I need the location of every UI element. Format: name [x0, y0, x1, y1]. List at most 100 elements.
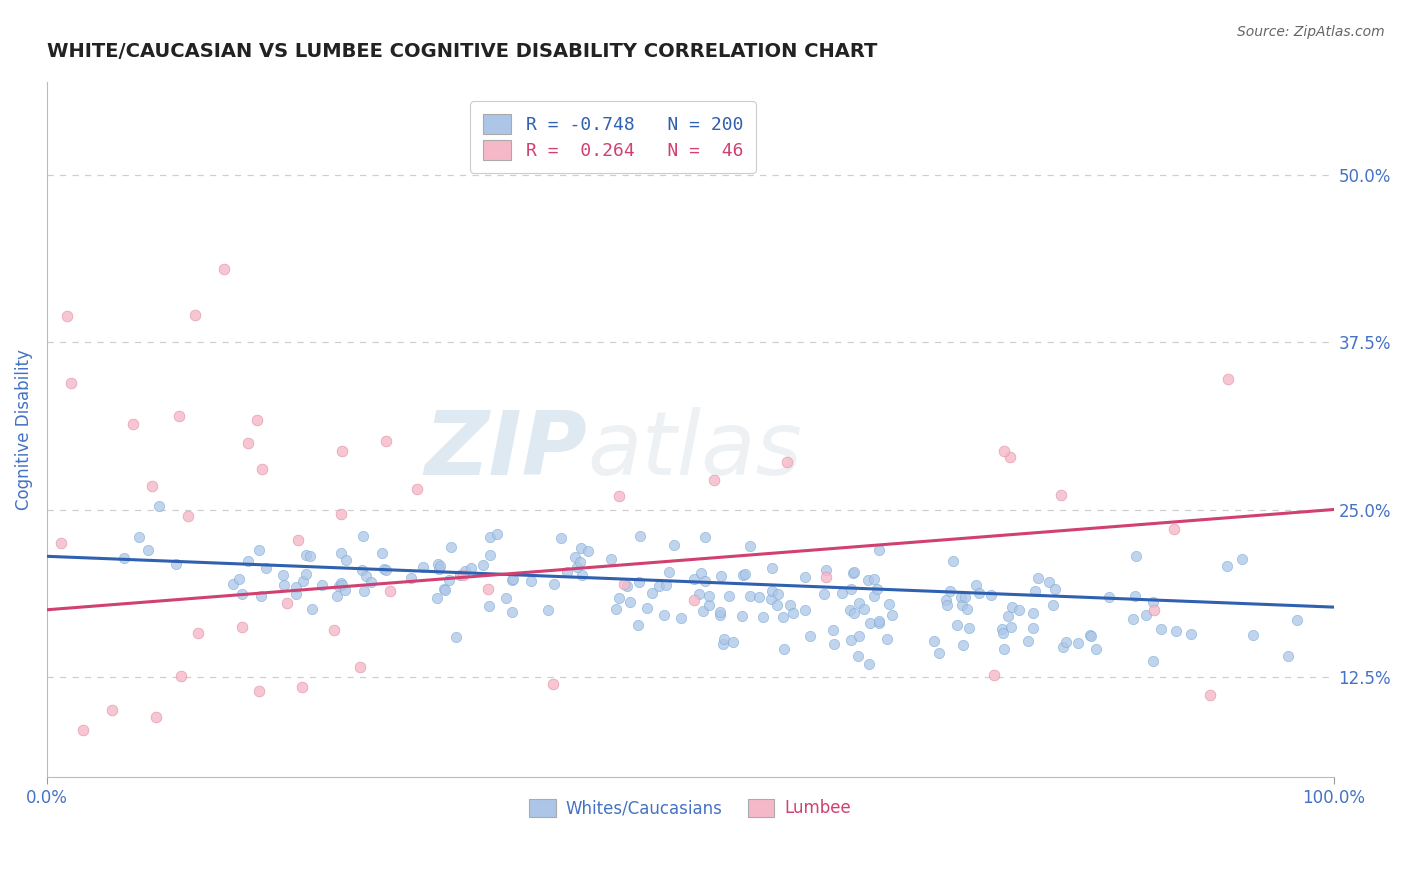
Point	[648, 578, 671, 592]
Point	[565, 559, 588, 574]
Point	[1125, 589, 1147, 603]
Point	[1052, 640, 1074, 654]
Point	[429, 559, 451, 574]
Point	[451, 567, 474, 582]
Point	[1022, 606, 1045, 620]
Point	[550, 531, 572, 545]
Point	[842, 565, 865, 579]
Point	[928, 646, 950, 660]
Point	[520, 574, 543, 588]
Point	[856, 574, 879, 588]
Point	[709, 605, 731, 619]
Point	[330, 444, 353, 458]
Point	[627, 618, 650, 632]
Point	[301, 601, 323, 615]
Point	[922, 634, 945, 648]
Point	[406, 482, 429, 496]
Point	[349, 660, 371, 674]
Point	[1286, 613, 1309, 627]
Point	[690, 566, 713, 581]
Point	[437, 574, 460, 588]
Point	[141, 479, 163, 493]
Point	[993, 641, 1015, 656]
Point	[991, 626, 1014, 640]
Point	[950, 591, 973, 605]
Point	[821, 624, 844, 638]
Point	[669, 610, 692, 624]
Point	[991, 622, 1014, 636]
Point	[273, 578, 295, 592]
Point	[541, 677, 564, 691]
Point	[711, 637, 734, 651]
Point	[956, 602, 979, 616]
Point	[1098, 591, 1121, 605]
Point	[967, 585, 990, 599]
Point	[371, 546, 394, 560]
Point	[1166, 624, 1188, 638]
Point	[352, 529, 374, 543]
Text: Source: ZipAtlas.com: Source: ZipAtlas.com	[1237, 25, 1385, 39]
Point	[444, 630, 467, 644]
Point	[236, 554, 259, 568]
Point	[167, 409, 190, 423]
Point	[683, 572, 706, 586]
Point	[1135, 608, 1157, 623]
Point	[375, 563, 398, 577]
Point	[935, 592, 957, 607]
Point	[353, 583, 375, 598]
Point	[863, 589, 886, 603]
Point	[247, 543, 270, 558]
Point	[326, 589, 349, 603]
Point	[478, 599, 501, 613]
Point	[449, 568, 471, 582]
Point	[228, 572, 250, 586]
Point	[772, 609, 794, 624]
Point	[793, 570, 815, 584]
Point	[112, 550, 135, 565]
Point	[1125, 549, 1147, 564]
Point	[655, 578, 678, 592]
Point	[128, 530, 150, 544]
Point	[731, 567, 754, 582]
Point	[1216, 558, 1239, 573]
Point	[375, 434, 398, 448]
Point	[434, 583, 457, 598]
Point	[212, 261, 235, 276]
Point	[848, 596, 870, 610]
Point	[740, 590, 762, 604]
Point	[998, 450, 1021, 464]
Point	[1017, 634, 1039, 648]
Point	[1230, 552, 1253, 566]
Point	[222, 576, 245, 591]
Point	[1050, 488, 1073, 502]
Point	[831, 585, 853, 599]
Point	[877, 597, 900, 611]
Point	[472, 558, 495, 572]
Point	[460, 561, 482, 575]
Point	[776, 455, 799, 469]
Point	[169, 669, 191, 683]
Point	[323, 623, 346, 637]
Point	[184, 308, 207, 322]
Point	[695, 530, 717, 544]
Point	[352, 563, 374, 577]
Point	[779, 598, 801, 612]
Point	[862, 572, 884, 586]
Point	[356, 569, 378, 583]
Point	[619, 595, 641, 609]
Point	[793, 603, 815, 617]
Point	[953, 591, 976, 605]
Point	[329, 507, 352, 521]
Point	[294, 548, 316, 562]
Point	[311, 578, 333, 592]
Point	[571, 567, 593, 582]
Point	[1054, 635, 1077, 649]
Point	[858, 657, 880, 671]
Point	[148, 499, 170, 513]
Point	[250, 589, 273, 603]
Point	[287, 533, 309, 548]
Point	[952, 638, 974, 652]
Point	[537, 603, 560, 617]
Point	[250, 462, 273, 476]
Point	[641, 585, 664, 599]
